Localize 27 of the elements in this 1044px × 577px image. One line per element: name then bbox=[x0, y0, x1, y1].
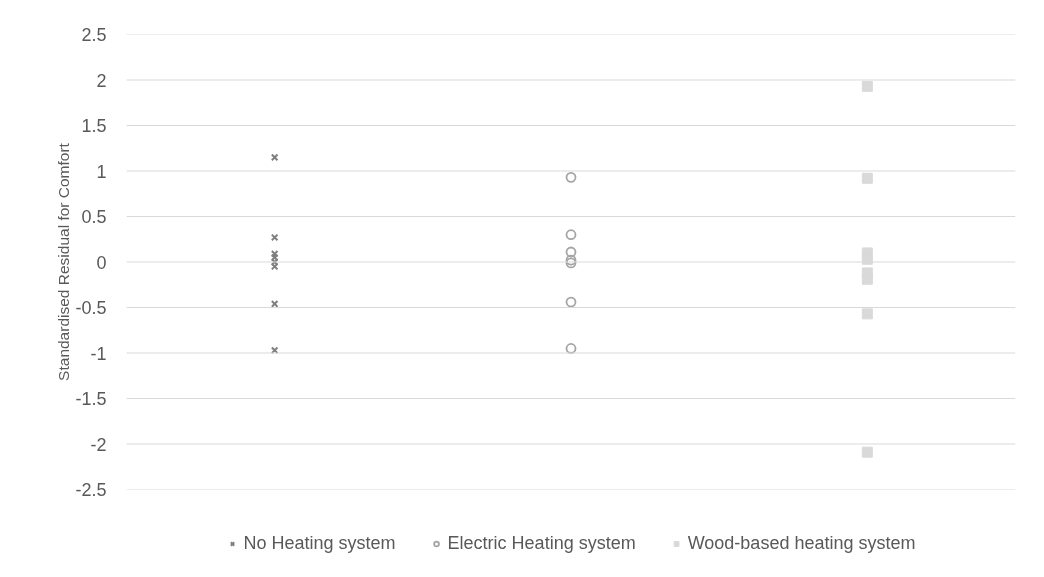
y-tick-label: -2 bbox=[90, 434, 107, 455]
y-tick-label: 0 bbox=[96, 252, 107, 273]
point bbox=[565, 246, 577, 258]
y-tick-label: 2 bbox=[96, 70, 107, 91]
y-tick-label: 1 bbox=[96, 161, 107, 182]
y-tick-label: 1.5 bbox=[81, 116, 107, 136]
point bbox=[270, 153, 279, 162]
point bbox=[861, 172, 873, 184]
y-tick-label: -1 bbox=[90, 343, 107, 364]
point bbox=[565, 229, 577, 241]
point bbox=[861, 308, 873, 320]
y-tick-label: -0.5 bbox=[75, 298, 107, 318]
y-tick-label: 0.5 bbox=[81, 207, 107, 227]
point bbox=[565, 171, 577, 183]
legend-label: Wood-based heating system bbox=[687, 532, 916, 554]
y-tick-label: -2.5 bbox=[75, 480, 107, 500]
point bbox=[861, 446, 873, 458]
y-axis-title: Standardised Residual for Comfort bbox=[55, 142, 73, 381]
point bbox=[861, 80, 873, 92]
point bbox=[565, 296, 577, 308]
y-tick-label: -1.5 bbox=[75, 389, 107, 409]
point bbox=[270, 233, 279, 242]
point bbox=[565, 343, 577, 354]
legend-label: No Heating system bbox=[243, 532, 396, 554]
y-tick-label: 2.5 bbox=[81, 25, 107, 45]
legend-label: Electric Heating system bbox=[447, 532, 636, 554]
point bbox=[270, 262, 279, 271]
